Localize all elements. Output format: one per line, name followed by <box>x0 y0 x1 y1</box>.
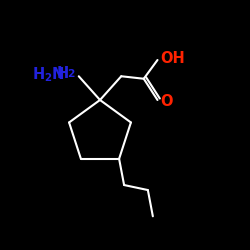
Text: O: O <box>160 94 172 109</box>
Text: OH: OH <box>160 51 185 66</box>
Text: 2: 2 <box>68 69 75 79</box>
Text: $\mathregular{H_2N}$: $\mathregular{H_2N}$ <box>32 66 65 84</box>
Text: H: H <box>56 66 69 81</box>
